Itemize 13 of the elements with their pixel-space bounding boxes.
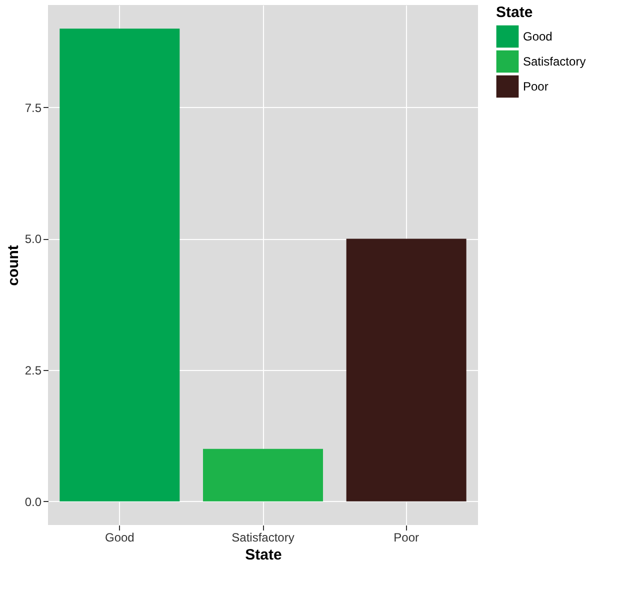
x-tick-label: Poor: [394, 530, 420, 544]
legend-title: State: [496, 4, 533, 21]
y-tick-label: 0.0: [24, 494, 42, 509]
legend-label: Good: [523, 30, 552, 44]
x-tick-label: Good: [104, 530, 134, 544]
legend-label: Satisfactory: [523, 54, 586, 68]
y-axis-title: count: [4, 245, 22, 286]
x-tick-label: Satisfactory: [232, 530, 294, 544]
x-axis-title: State: [245, 546, 282, 564]
y-tick-label: 2.5: [24, 364, 42, 378]
legend-label: Poor: [523, 80, 548, 94]
y-tick-label: 7.5: [24, 100, 42, 115]
y-tick-label: 5.0: [24, 232, 42, 246]
